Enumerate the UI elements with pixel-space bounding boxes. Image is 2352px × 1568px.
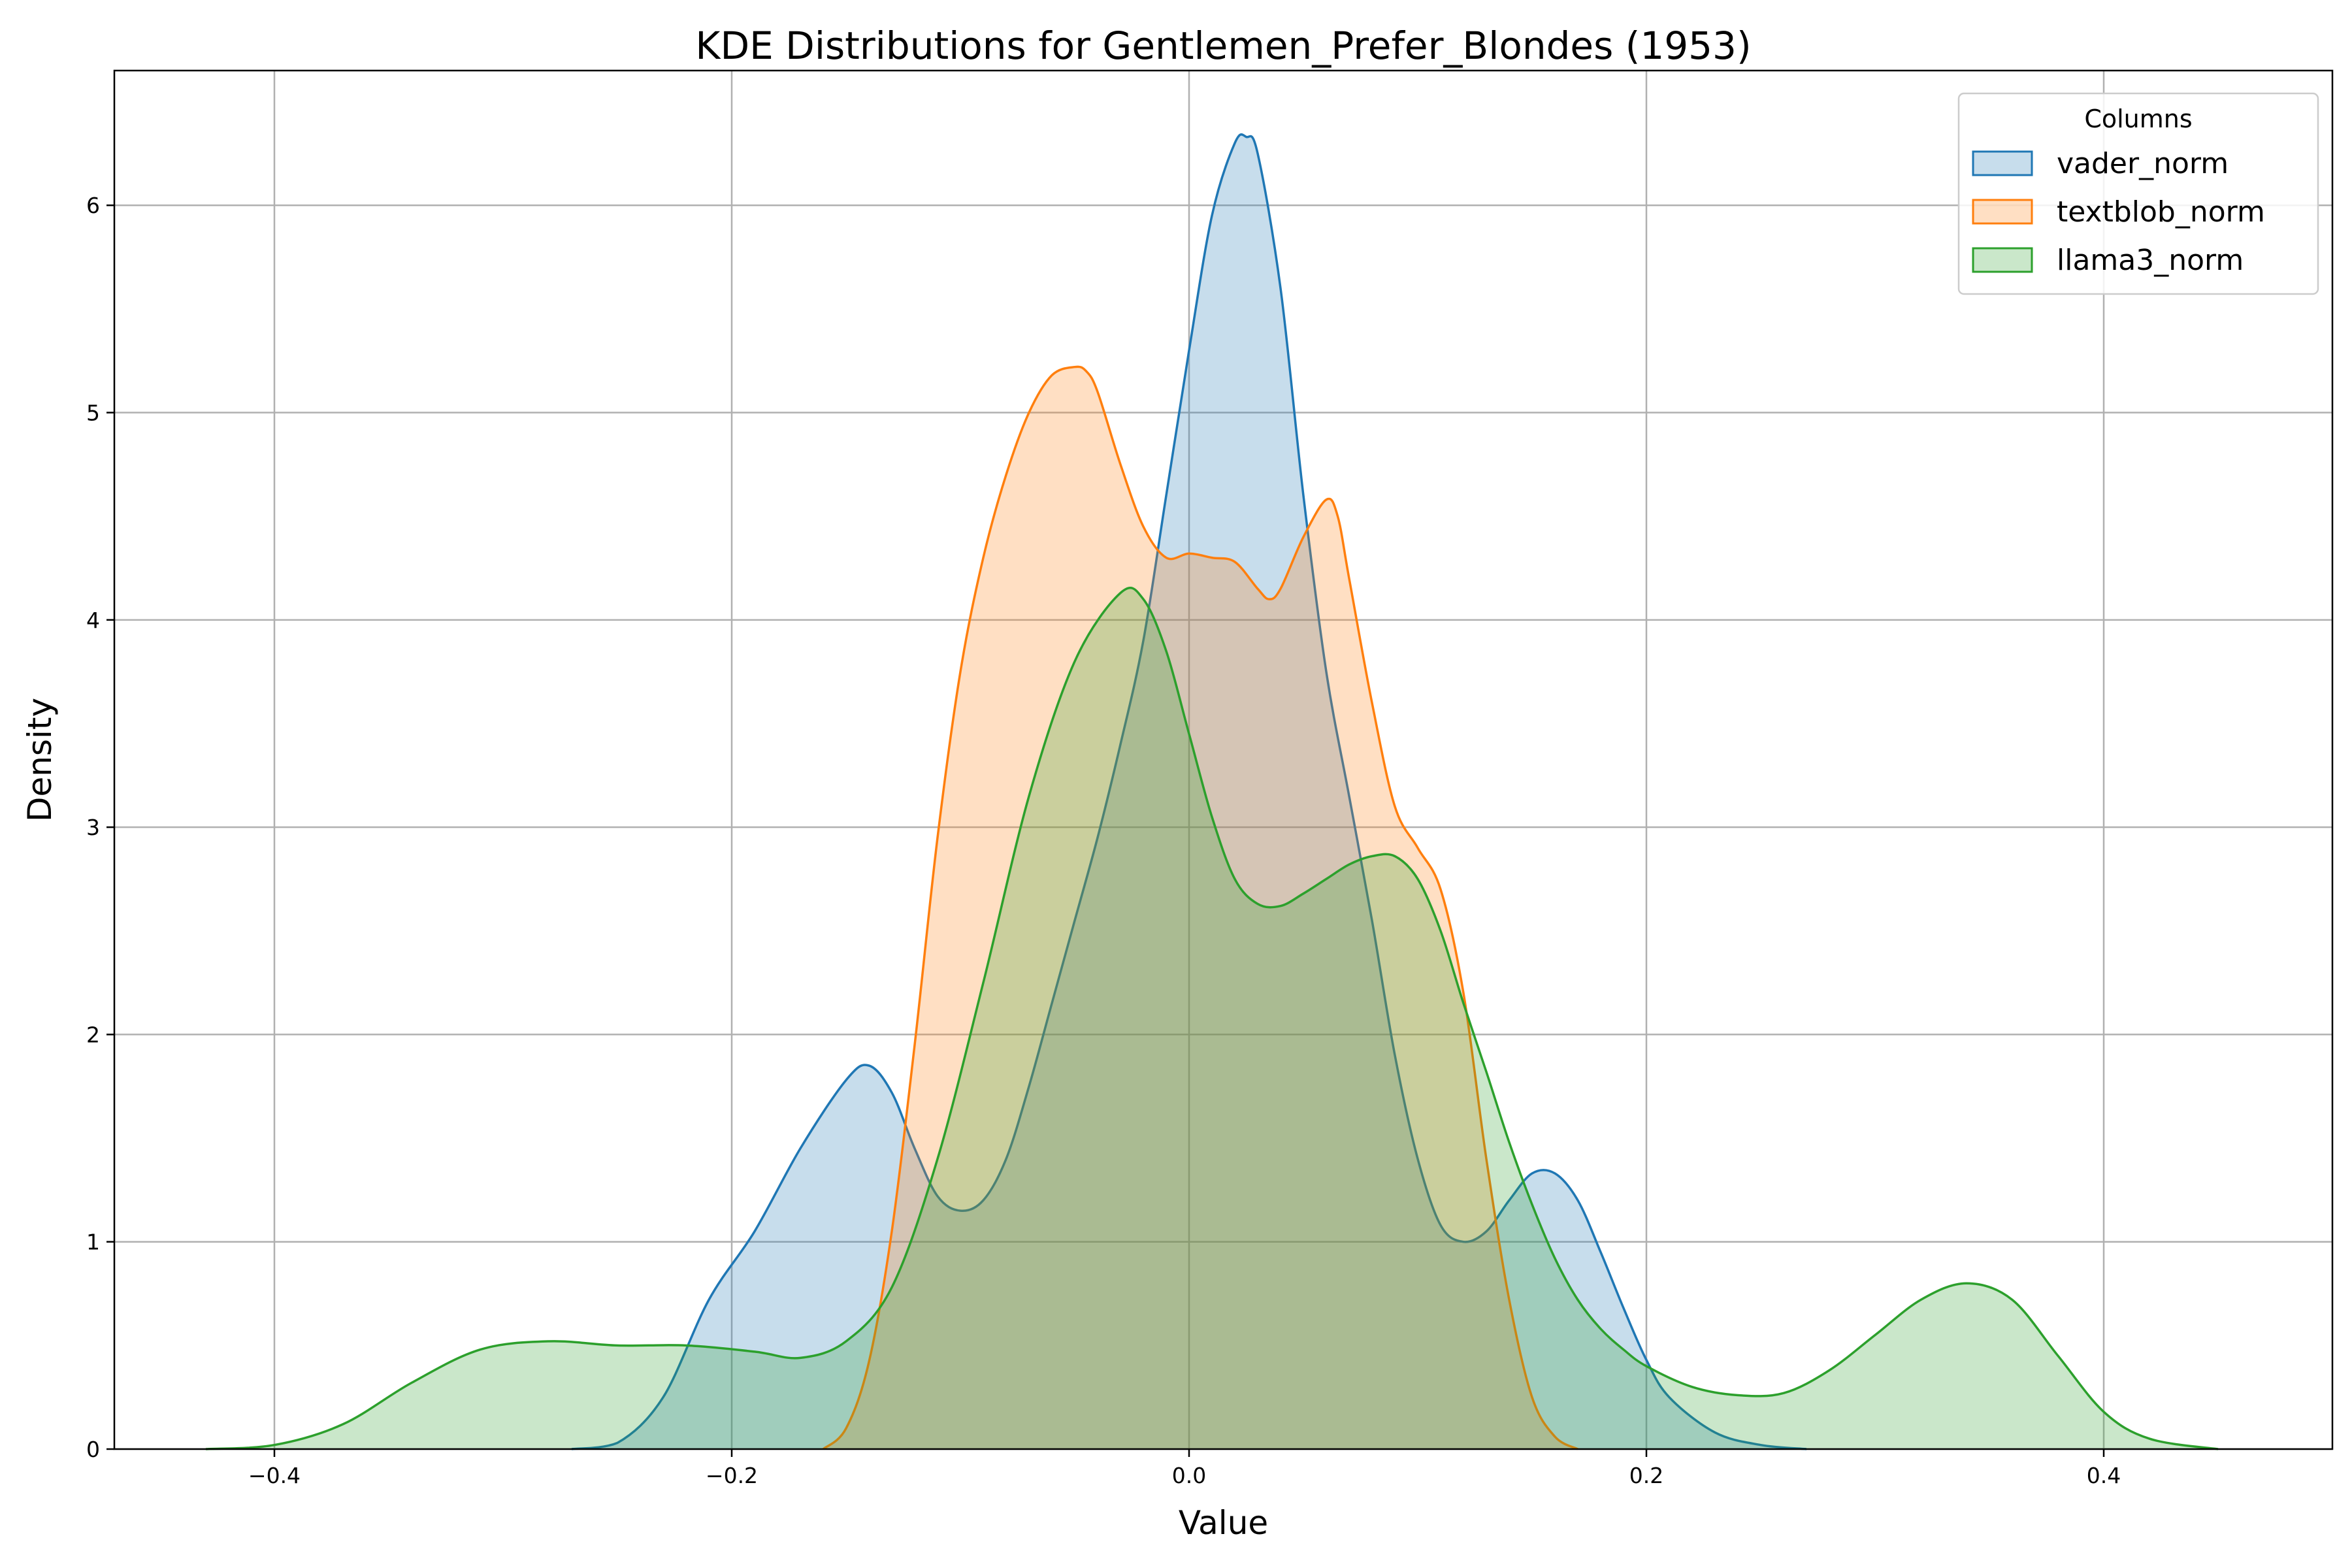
legend-label-textblob_norm: textblob_norm — [2057, 195, 2265, 229]
line-textblob_norm — [822, 365, 1578, 1450]
chart-title: KDE Distributions for Gentlemen_Prefer_B… — [695, 24, 1751, 68]
area-textblob_norm — [823, 367, 1578, 1449]
x-tick-label-2: 0.0 — [1172, 1463, 1206, 1488]
x-tick-label-4: 0.4 — [2087, 1463, 2121, 1488]
y-tick-label-3: 3 — [86, 815, 100, 840]
series-areas — [205, 133, 2219, 1450]
legend-swatch-vader_norm — [1972, 150, 2033, 176]
y-tick-label-1: 1 — [86, 1230, 100, 1255]
legend-title: Columns — [2084, 105, 2192, 133]
area-vader_norm — [572, 134, 1806, 1449]
x-axis-label: Value — [1179, 1504, 1268, 1542]
legend-box — [1957, 92, 2319, 295]
ticks: −0.4 −0.2 0.0 0.2 0.4 0 1 2 3 4 5 6 — [86, 193, 2121, 1488]
legend-items: vader_norm textblob_norm llama3_norm — [1972, 147, 2265, 277]
line-llama3_norm — [205, 586, 2219, 1450]
x-tick-label-0: −0.4 — [248, 1463, 301, 1488]
x-tick-label-1: −0.2 — [706, 1463, 758, 1488]
y-tick-label-2: 2 — [86, 1022, 100, 1047]
legend-swatch-llama3_norm — [1972, 247, 2033, 273]
y-tick-label-5: 5 — [86, 400, 100, 426]
y-tick-label-6: 6 — [86, 193, 100, 218]
x-tick-label-3: 0.2 — [1629, 1463, 1663, 1488]
y-tick-label-4: 4 — [86, 608, 100, 633]
y-axis-label: Density — [21, 698, 59, 822]
area-llama3_norm — [206, 587, 2218, 1449]
axes-frame — [113, 69, 2334, 1450]
line-vader_norm — [571, 133, 1807, 1450]
legend-label-vader_norm: vader_norm — [2057, 147, 2229, 180]
grid — [114, 71, 2332, 1450]
y-tick-label-0: 0 — [86, 1437, 100, 1462]
legend-label-llama3_norm: llama3_norm — [2057, 244, 2244, 277]
legend: Columns vader_norm textblob_norm llama3_no… — [1957, 92, 2319, 295]
legend-swatch-textblob_norm — [1972, 199, 2033, 225]
